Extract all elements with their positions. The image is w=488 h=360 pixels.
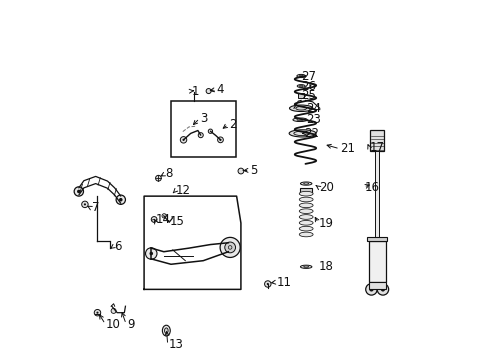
- Bar: [299, 188, 312, 193]
- Circle shape: [238, 168, 244, 174]
- Ellipse shape: [303, 266, 308, 267]
- Ellipse shape: [299, 220, 312, 225]
- Ellipse shape: [296, 75, 305, 78]
- Circle shape: [83, 203, 86, 206]
- Text: 4: 4: [216, 83, 224, 96]
- Circle shape: [380, 287, 384, 292]
- Text: 14: 14: [155, 213, 170, 226]
- Bar: [366, 237, 386, 241]
- Text: 21: 21: [340, 142, 355, 155]
- Ellipse shape: [299, 232, 312, 237]
- Circle shape: [182, 139, 184, 141]
- Ellipse shape: [300, 182, 311, 185]
- Circle shape: [180, 136, 186, 143]
- Text: 26: 26: [301, 80, 316, 93]
- Circle shape: [206, 89, 211, 94]
- Ellipse shape: [297, 85, 305, 87]
- Circle shape: [111, 309, 116, 314]
- Text: 2: 2: [228, 118, 236, 131]
- Ellipse shape: [299, 85, 303, 87]
- Ellipse shape: [288, 130, 315, 137]
- Text: 8: 8: [165, 167, 173, 180]
- Circle shape: [81, 201, 88, 208]
- Ellipse shape: [303, 183, 308, 184]
- Bar: [368, 241, 385, 282]
- Ellipse shape: [289, 105, 312, 112]
- Circle shape: [266, 283, 268, 285]
- Text: 3: 3: [200, 112, 207, 125]
- Ellipse shape: [300, 265, 311, 269]
- Ellipse shape: [299, 209, 312, 213]
- Circle shape: [145, 248, 157, 259]
- Text: 27: 27: [301, 69, 316, 82]
- Ellipse shape: [299, 192, 312, 196]
- Circle shape: [149, 252, 153, 255]
- Text: 23: 23: [305, 113, 321, 126]
- Circle shape: [198, 133, 203, 138]
- Circle shape: [74, 187, 83, 196]
- Bar: [369, 130, 384, 151]
- Text: 6: 6: [114, 240, 122, 253]
- Circle shape: [119, 198, 122, 202]
- Ellipse shape: [299, 226, 312, 231]
- Circle shape: [162, 214, 166, 218]
- Circle shape: [365, 284, 376, 295]
- Text: 5: 5: [250, 164, 257, 177]
- Text: 20: 20: [319, 181, 333, 194]
- Text: 9: 9: [126, 318, 134, 331]
- Bar: [171, 101, 235, 157]
- Text: 17: 17: [369, 141, 384, 154]
- Ellipse shape: [295, 107, 306, 110]
- Circle shape: [94, 310, 101, 316]
- Circle shape: [96, 312, 99, 314]
- Ellipse shape: [299, 203, 312, 208]
- Circle shape: [151, 217, 157, 222]
- Ellipse shape: [292, 118, 306, 122]
- Ellipse shape: [164, 328, 168, 333]
- Ellipse shape: [296, 119, 303, 121]
- Text: 25: 25: [301, 89, 316, 102]
- Text: 16: 16: [364, 181, 379, 194]
- Circle shape: [264, 281, 270, 287]
- Text: 18: 18: [319, 260, 333, 273]
- Text: 19: 19: [319, 216, 333, 230]
- Ellipse shape: [162, 325, 170, 336]
- Circle shape: [376, 284, 388, 295]
- Text: 7: 7: [92, 202, 99, 215]
- Circle shape: [77, 190, 81, 193]
- Text: 11: 11: [276, 276, 291, 289]
- Circle shape: [219, 139, 221, 141]
- Circle shape: [368, 287, 373, 292]
- Text: 10: 10: [106, 318, 121, 331]
- Bar: [374, 150, 379, 241]
- Circle shape: [208, 129, 212, 134]
- Text: 12: 12: [176, 184, 191, 197]
- Text: 22: 22: [304, 127, 318, 140]
- Circle shape: [217, 137, 223, 143]
- Circle shape: [220, 237, 240, 257]
- Circle shape: [116, 195, 125, 204]
- Ellipse shape: [299, 197, 312, 202]
- Circle shape: [224, 242, 235, 253]
- Bar: [368, 282, 385, 289]
- Text: 13: 13: [168, 338, 183, 351]
- Text: 24: 24: [305, 102, 321, 115]
- Bar: [298, 93, 304, 98]
- Text: 1: 1: [191, 85, 199, 98]
- Text: 15: 15: [169, 215, 184, 229]
- Ellipse shape: [299, 75, 303, 77]
- Ellipse shape: [299, 215, 312, 219]
- Circle shape: [155, 175, 161, 181]
